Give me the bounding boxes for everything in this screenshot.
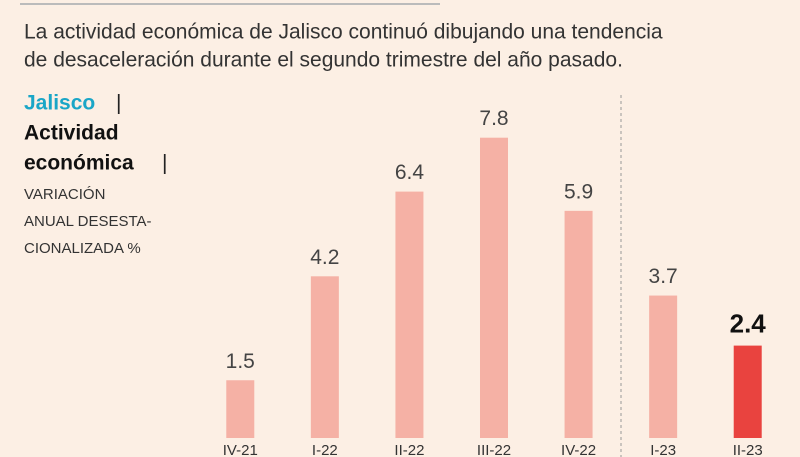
region-label: Jalisco <box>24 92 95 115</box>
value-label: 3.7 <box>649 265 678 288</box>
x-tick-label: III-22 <box>477 442 511 457</box>
value-label: 6.4 <box>395 161 425 184</box>
subtitle-line: CIONALIZADA % <box>24 240 141 257</box>
title-line: de desaceleración durante el segundo tri… <box>24 49 623 72</box>
separator: | <box>116 92 121 115</box>
value-label: 5.9 <box>564 180 593 203</box>
value-label: 4.2 <box>310 246 339 269</box>
bar <box>733 345 762 438</box>
x-tick-label: I-23 <box>650 442 676 457</box>
subtitle-line: VARIACIÓN <box>24 186 105 203</box>
separator: | <box>162 152 167 175</box>
x-tick-label: II-23 <box>733 442 763 457</box>
bar <box>480 137 508 438</box>
metric-label: económica <box>24 152 134 175</box>
bar <box>564 210 593 438</box>
x-tick-label: IV-22 <box>561 442 596 457</box>
x-tick-label: IV-21 <box>223 442 258 457</box>
metric-label: Actividad <box>24 122 119 145</box>
subtitle-line: ANUAL DESESTA- <box>24 213 152 230</box>
bar <box>310 276 339 438</box>
bar <box>226 380 255 438</box>
bar <box>649 295 678 438</box>
title-line: La actividad económica de Jalisco contin… <box>24 21 663 44</box>
bar <box>395 191 424 438</box>
x-tick-label: I-22 <box>312 442 338 457</box>
value-label: 7.8 <box>479 107 508 130</box>
value-label: 2.4 <box>730 308 767 338</box>
x-tick-label: II-22 <box>394 442 424 457</box>
value-label: 1.5 <box>226 350 255 373</box>
